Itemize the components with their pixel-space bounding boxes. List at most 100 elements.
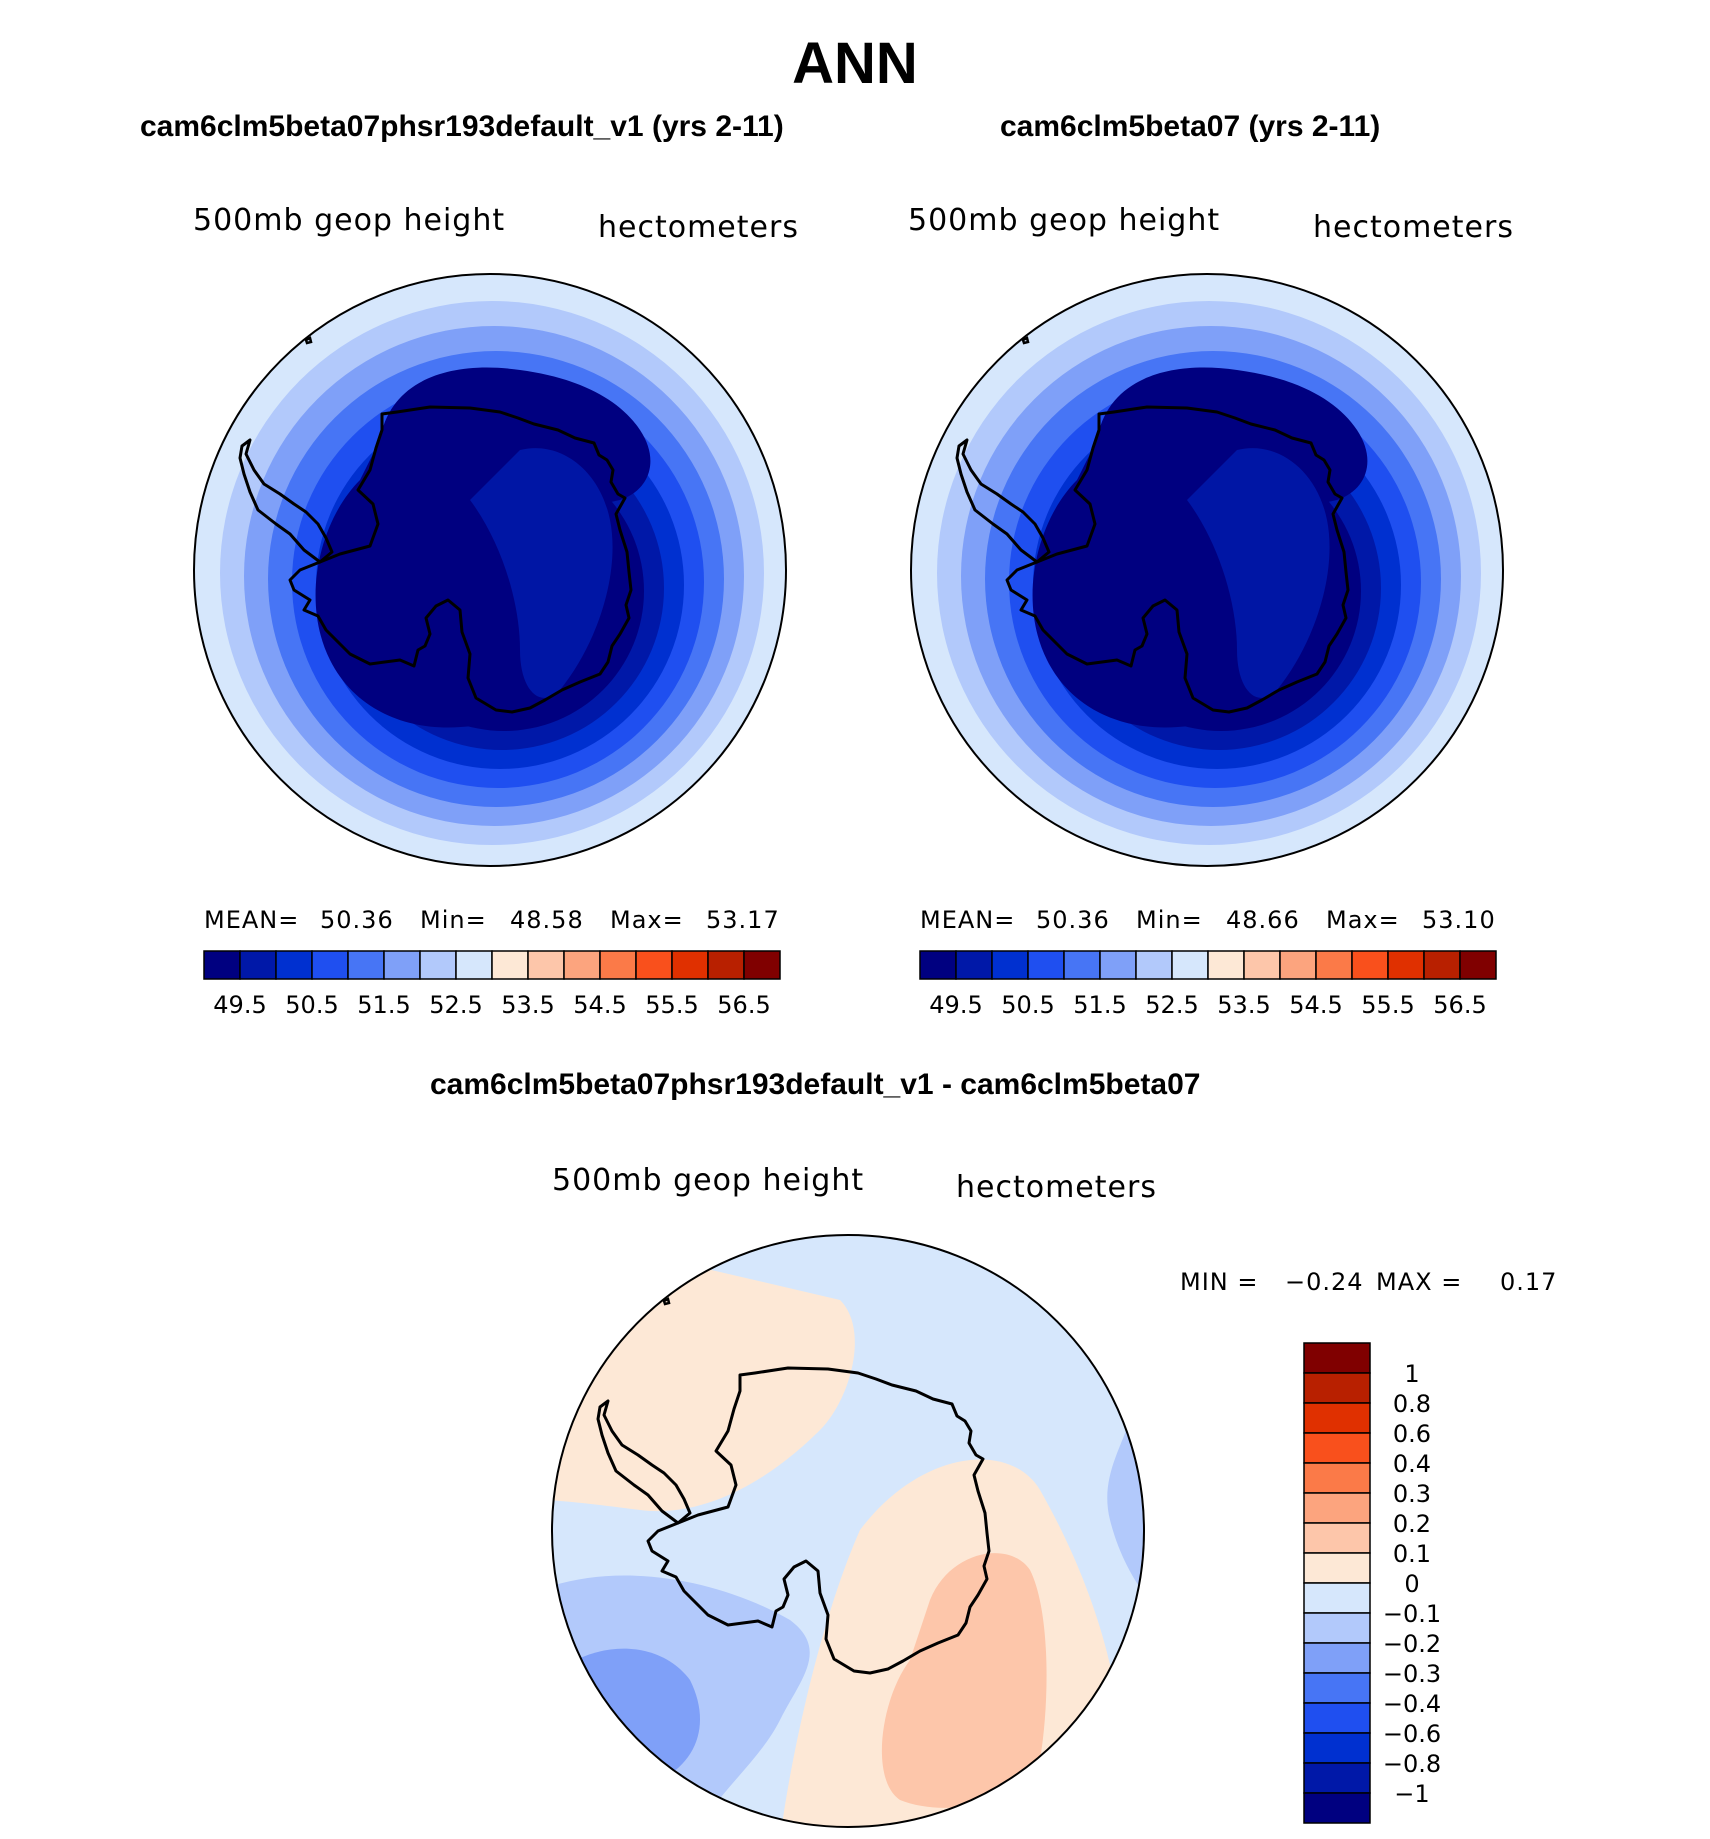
left-variable-label: 500mb geop height — [193, 203, 506, 238]
colorbar-tick-label: 52.5 — [429, 991, 482, 1019]
colorbar-tick-label: 50.5 — [285, 991, 338, 1019]
diff-max-label: MAX = — [1376, 1268, 1463, 1296]
left-max-label: Max= — [610, 906, 684, 934]
colorbar-swatch — [1303, 1762, 1371, 1794]
colorbar-swatch — [1099, 950, 1137, 980]
diff-variable-label: 500mb geop height — [552, 1163, 865, 1198]
colorbar-tick-label: 51.5 — [357, 991, 410, 1019]
colorbar-swatch — [1303, 1792, 1371, 1824]
colorbar-tick-label: 55.5 — [645, 991, 698, 1019]
colorbar-swatch — [1135, 950, 1173, 980]
colorbar-tick-label: 52.5 — [1145, 991, 1198, 1019]
right-map-border — [910, 273, 1504, 867]
colorbar-swatch — [455, 950, 493, 980]
colorbar-swatch — [1027, 950, 1065, 980]
colorbar-tick-label: 49.5 — [929, 991, 982, 1019]
colorbar-tick-label: 53.5 — [501, 991, 554, 1019]
colorbar-tick-label: 56.5 — [717, 991, 770, 1019]
right-variable-label: 500mb geop height — [908, 203, 1221, 238]
colorbar-tick-label: 0.2 — [1393, 1510, 1431, 1538]
colorbar-swatch — [563, 950, 601, 980]
left-map — [194, 274, 786, 866]
figure-title: ANN — [792, 31, 918, 96]
colorbar-swatch — [991, 950, 1029, 980]
colorbar-swatch — [1207, 950, 1245, 980]
colorbar-tick-label: 55.5 — [1361, 991, 1414, 1019]
right-map — [911, 274, 1503, 866]
colorbar-swatch — [1303, 1642, 1371, 1674]
colorbar-tick-label: 0.4 — [1393, 1450, 1431, 1478]
colorbar-swatch — [1303, 1492, 1371, 1524]
diff-region-neg-sw-core — [552, 1648, 701, 1782]
colorbar-tick-label: −0.2 — [1383, 1630, 1441, 1658]
colorbar-swatch — [311, 950, 349, 980]
colorbar-swatch — [1303, 1432, 1371, 1464]
colorbar-tick-label: 56.5 — [1433, 991, 1486, 1019]
colorbar-swatch — [1351, 950, 1389, 980]
colorbar-swatch — [1303, 1612, 1371, 1644]
left-max-value: 53.17 — [706, 906, 780, 934]
colorbar-tick-label: 49.5 — [213, 991, 266, 1019]
colorbar-swatch — [491, 950, 529, 980]
colorbar-swatch — [239, 950, 277, 980]
right-colorbar: 49.5 50.5 51.5 52.5 53.5 54.5 55.5 56.5 — [919, 950, 1497, 1019]
diff-region-pos-east-core — [881, 1553, 1047, 1808]
diff-panel-title: cam6clm5beta07phsr193default_v1 - cam6cl… — [430, 1068, 1201, 1101]
colorbar-tick-label: 0.8 — [1393, 1390, 1431, 1418]
right-max-label: Max= — [1326, 906, 1400, 934]
colorbar-tick-label: 53.5 — [1217, 991, 1270, 1019]
diff-max-value: 0.17 — [1500, 1268, 1558, 1296]
colorbar-swatch — [1303, 1522, 1371, 1554]
colorbar-swatch — [599, 950, 637, 980]
colorbar-swatch — [1063, 950, 1101, 980]
colorbar-swatch — [419, 950, 457, 980]
diff-units-label: hectometers — [956, 1170, 1157, 1205]
colorbar-swatch — [1387, 950, 1425, 980]
right-min-value: 48.66 — [1226, 906, 1300, 934]
left-mean-label: MEAN= — [204, 906, 300, 934]
diff-min-label: MIN = — [1180, 1268, 1259, 1296]
colorbar-tick-label: −0.1 — [1383, 1600, 1441, 1628]
colorbar-tick-label: 50.5 — [1001, 991, 1054, 1019]
colorbar-swatch — [1459, 950, 1497, 980]
right-lighter-band — [1187, 448, 1330, 698]
colorbar-swatch — [383, 950, 421, 980]
colorbar-tick-label: −0.3 — [1383, 1660, 1441, 1688]
colorbar-swatch — [1243, 950, 1281, 980]
colorbar-swatch — [1303, 1552, 1371, 1584]
colorbar-swatch — [1423, 950, 1461, 980]
colorbar-tick-label: −0.4 — [1383, 1690, 1441, 1718]
colorbar-swatch — [919, 950, 957, 980]
colorbar-swatch — [1303, 1582, 1371, 1614]
colorbar-tick-label: 0.6 — [1393, 1420, 1431, 1448]
right-units-label: hectometers — [1313, 210, 1514, 245]
colorbar-tick-label: 0.1 — [1393, 1540, 1431, 1568]
colorbar-swatch — [1303, 1462, 1371, 1494]
colorbar-tick-label: 0 — [1404, 1570, 1419, 1598]
colorbar-tick-label: 54.5 — [1289, 991, 1342, 1019]
colorbar-tick-label: −0.8 — [1383, 1750, 1441, 1778]
colorbar-swatch — [347, 950, 385, 980]
left-mean-value: 50.36 — [320, 906, 394, 934]
colorbar-swatch — [1279, 950, 1317, 980]
colorbar-swatch — [1303, 1672, 1371, 1704]
colorbar-swatch — [707, 950, 745, 980]
right-max-value: 53.10 — [1422, 906, 1496, 934]
left-panel-title: cam6clm5beta07phsr193default_v1 (yrs 2-1… — [140, 110, 784, 143]
colorbar-swatch — [671, 950, 709, 980]
colorbar-tick-label: 1 — [1404, 1360, 1419, 1388]
right-mean-label: MEAN= — [920, 906, 1016, 934]
colorbar-tick-label: 51.5 — [1073, 991, 1126, 1019]
left-min-label: Min= — [420, 906, 487, 934]
colorbar-swatch — [1171, 950, 1209, 980]
diff-map-border — [551, 1234, 1145, 1828]
colorbar-swatch — [1303, 1402, 1371, 1434]
diff-min-value: −0.24 — [1285, 1268, 1364, 1296]
left-colorbar: 49.5 50.5 51.5 52.5 53.5 54.5 55.5 56.5 — [203, 950, 781, 1019]
colorbar-swatch — [203, 950, 241, 980]
colorbar-swatch — [1303, 1732, 1371, 1764]
left-units-label: hectometers — [598, 210, 799, 245]
right-min-label: Min= — [1136, 906, 1203, 934]
right-mean-value: 50.36 — [1036, 906, 1110, 934]
